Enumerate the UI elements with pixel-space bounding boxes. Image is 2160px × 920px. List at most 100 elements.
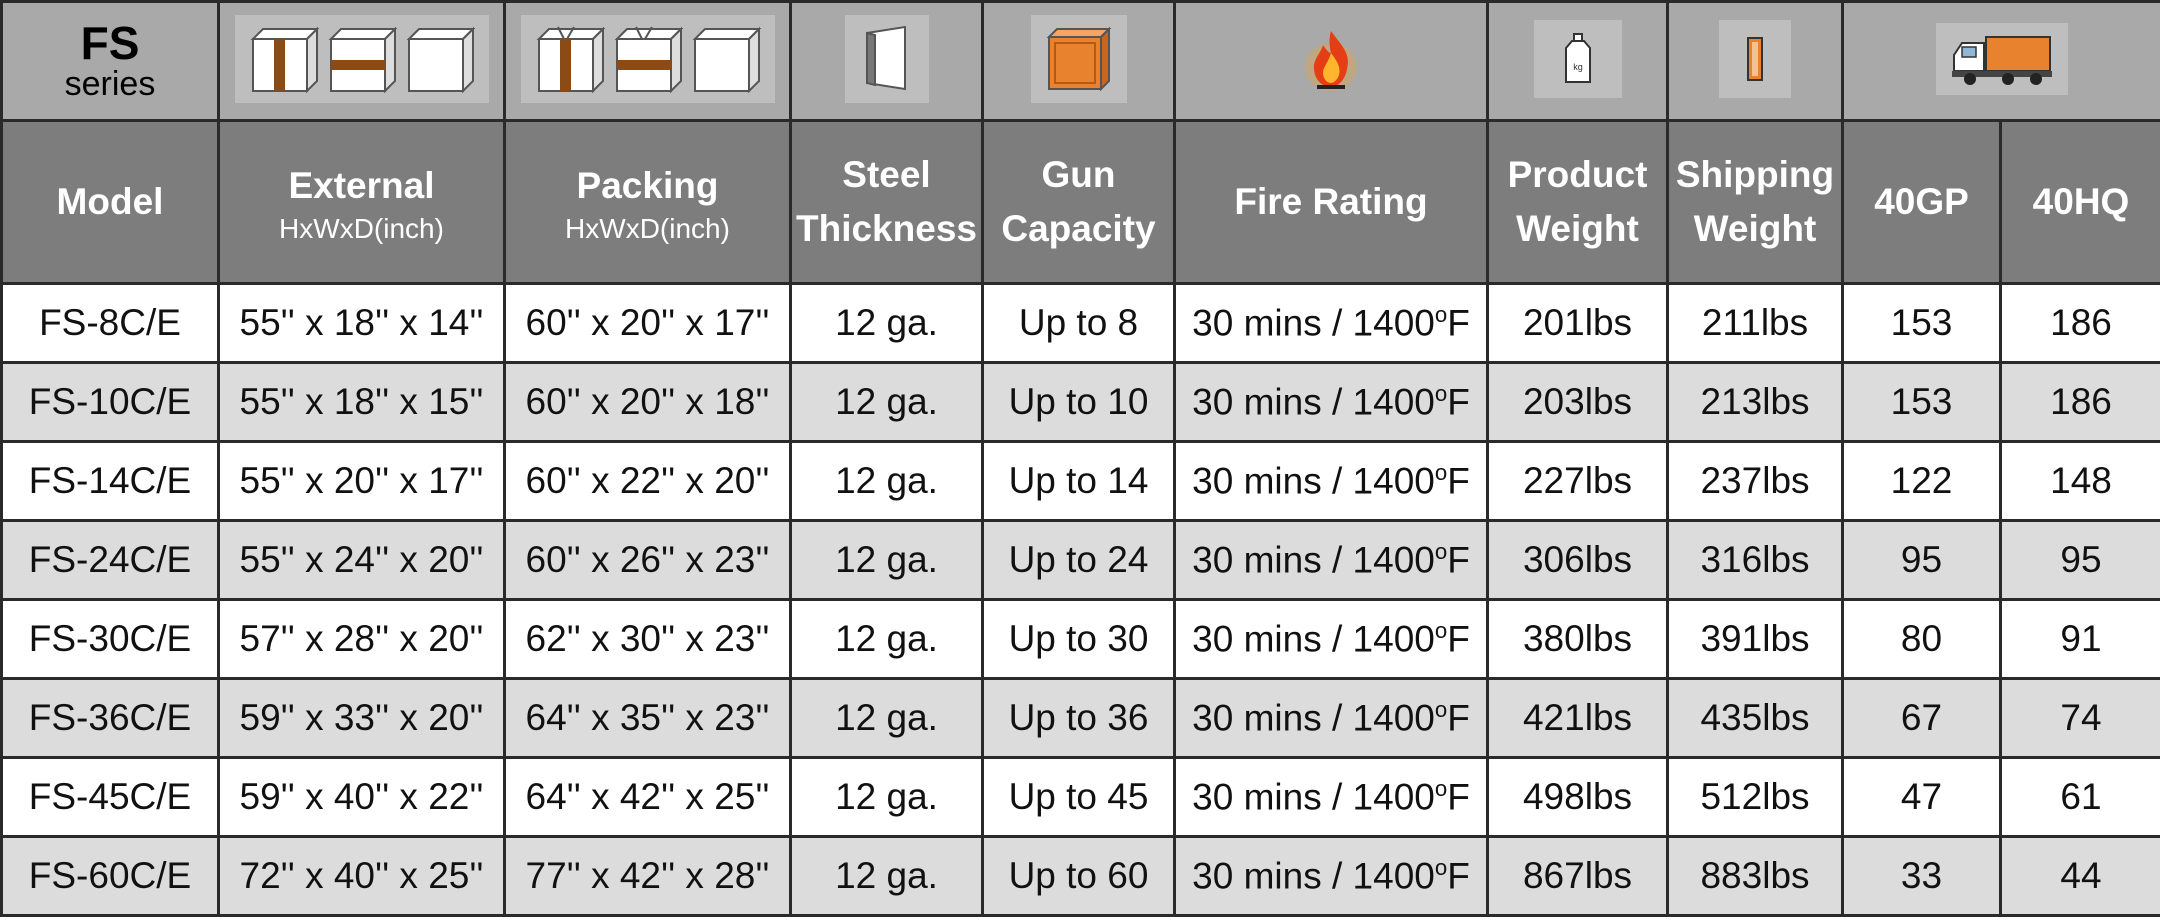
hq40-cell: 61 — [1999, 756, 2160, 838]
gun-capacity-cell: Up to 45 — [981, 756, 1176, 838]
shipping-weight-cell: 435lbs — [1666, 677, 1844, 759]
fire-rating-value: 30 mins / 1400 — [1192, 855, 1435, 897]
model-cell: FS-30C/E — [0, 598, 220, 680]
gun-header-line2: Capacity — [1001, 208, 1156, 249]
fire-rating-unit: F — [1447, 697, 1470, 739]
product-weight-icon-cell: kg — [1486, 0, 1669, 122]
external-cell: 59'' x 33'' x 20'' — [217, 677, 506, 759]
product-weight-cell: 227lbs — [1486, 440, 1669, 522]
shipping-weight-icon — [1719, 19, 1791, 98]
gp40-cell: 80 — [1841, 598, 2002, 680]
table-row: FS-30C/E 57'' x 28'' x 20'' 62'' x 30'' … — [0, 598, 2160, 680]
external-icon-cell — [217, 0, 506, 122]
external-header-label: External — [288, 165, 435, 206]
fire-icon-cell — [1173, 0, 1489, 122]
hq40-cell: 91 — [1999, 598, 2160, 680]
series-label-cell: FS series — [0, 0, 220, 122]
shipping-weight-cell: 512lbs — [1666, 756, 1844, 838]
container-icon-cell — [1841, 0, 2160, 122]
packing-cell: 60'' x 20'' x 17'' — [503, 282, 792, 364]
table-row: FS-36C/E 59'' x 33'' x 20'' 64'' x 35'' … — [0, 677, 2160, 759]
gun-capacity-cell: Up to 60 — [981, 835, 1176, 917]
fire-rating-cell: 30 mins / 1400oF — [1173, 835, 1489, 917]
degree-mark: o — [1434, 854, 1448, 880]
gp40-cell: 122 — [1841, 440, 2002, 522]
product-weight-cell: 498lbs — [1486, 756, 1669, 838]
fire-rating-unit: F — [1447, 776, 1470, 818]
shipping-weight-cell: 211lbs — [1666, 282, 1844, 364]
shipping-weight-cell: 883lbs — [1666, 835, 1844, 917]
cabinet-dimensions-icon — [234, 14, 489, 103]
fire-rating-unit: F — [1447, 618, 1470, 660]
fire-rating-value: 30 mins / 1400 — [1192, 618, 1435, 660]
product-weight-header: Product Weight — [1486, 119, 1669, 285]
steel-header-line2: Thickness — [796, 208, 977, 249]
table-row: FS-45C/E 59'' x 40'' x 22'' 64'' x 42'' … — [0, 756, 2160, 838]
container-truck-icon — [1936, 22, 2068, 95]
packing-box-icon — [520, 14, 775, 103]
shipping-weight-icon-cell — [1666, 0, 1844, 122]
hq40-cell: 186 — [1999, 361, 2160, 443]
fire-rating-unit: F — [1447, 381, 1470, 423]
packing-icon-cell — [503, 0, 792, 122]
product-weight-icon: kg — [1533, 19, 1622, 98]
shipping-weight-header-line1: Shipping — [1675, 154, 1835, 195]
steel-panel-icon — [844, 14, 929, 103]
table-row: FS-60C/E 72'' x 40'' x 25'' 77'' x 42'' … — [0, 835, 2160, 917]
hq40-cell: 148 — [1999, 440, 2160, 522]
fire-rating-unit: F — [1447, 460, 1470, 502]
model-cell: FS-60C/E — [0, 835, 220, 917]
icon-row: FS series — [0, 0, 2160, 122]
fire-rating-value: 30 mins / 1400 — [1192, 302, 1435, 344]
fire-rating-cell: 30 mins / 1400oF — [1173, 677, 1489, 759]
gun-icon-cell — [981, 0, 1176, 122]
table-row: FS-24C/E 55'' x 24'' x 20'' 60'' x 26'' … — [0, 519, 2160, 601]
model-cell: FS-10C/E — [0, 361, 220, 443]
steel-cell: 12 ga. — [789, 677, 984, 759]
steel-cell: 12 ga. — [789, 598, 984, 680]
external-cell: 55'' x 18'' x 15'' — [217, 361, 506, 443]
gun-capacity-cell: Up to 30 — [981, 598, 1176, 680]
gp40-cell: 95 — [1841, 519, 2002, 601]
product-weight-cell: 380lbs — [1486, 598, 1669, 680]
fire-rating-cell: 30 mins / 1400oF — [1173, 440, 1489, 522]
gun-capacity-cell: Up to 10 — [981, 361, 1176, 443]
packing-header-label: Packing — [576, 165, 719, 206]
model-cell: FS-45C/E — [0, 756, 220, 838]
fire-rating-cell: 30 mins / 1400oF — [1173, 756, 1489, 838]
model-cell: FS-14C/E — [0, 440, 220, 522]
degree-mark: o — [1434, 538, 1448, 564]
fire-rating-unit: F — [1447, 539, 1470, 581]
external-cell: 59'' x 40'' x 22'' — [217, 756, 506, 838]
fire-rating-cell: 30 mins / 1400oF — [1173, 598, 1489, 680]
external-cell: 55'' x 20'' x 17'' — [217, 440, 506, 522]
degree-mark: o — [1434, 775, 1448, 801]
gp40-header: 40GP — [1841, 119, 2002, 285]
steel-cell: 12 ga. — [789, 440, 984, 522]
fire-rating-value: 30 mins / 1400 — [1192, 539, 1435, 581]
fire-icon — [1287, 15, 1375, 103]
steel-cell: 12 ga. — [789, 361, 984, 443]
model-header: Model — [0, 119, 220, 285]
product-weight-cell: 201lbs — [1486, 282, 1669, 364]
fire-rating-cell: 30 mins / 1400oF — [1173, 519, 1489, 601]
external-header-unit: HxWxD(inch) — [279, 213, 444, 244]
packing-header: Packing HxWxD(inch) — [503, 119, 792, 285]
packing-cell: 62'' x 30'' x 23'' — [503, 598, 792, 680]
packing-cell: 60'' x 26'' x 23'' — [503, 519, 792, 601]
degree-mark: o — [1434, 696, 1448, 722]
product-weight-cell: 867lbs — [1486, 835, 1669, 917]
fire-rating-cell: 30 mins / 1400oF — [1173, 361, 1489, 443]
hq40-cell: 44 — [1999, 835, 2160, 917]
external-cell: 55'' x 18'' x 14'' — [217, 282, 506, 364]
external-cell: 55'' x 24'' x 20'' — [217, 519, 506, 601]
fire-rating-unit: F — [1447, 302, 1470, 344]
gun-capacity-header: Gun Capacity — [981, 119, 1176, 285]
product-weight-cell: 421lbs — [1486, 677, 1669, 759]
gun-capacity-cell: Up to 14 — [981, 440, 1176, 522]
hq40-header: 40HQ — [1999, 119, 2160, 285]
packing-header-unit: HxWxD(inch) — [565, 213, 730, 244]
gp40-cell: 153 — [1841, 282, 2002, 364]
steel-thickness-header: Steel Thickness — [789, 119, 984, 285]
steel-icon-cell — [789, 0, 984, 122]
